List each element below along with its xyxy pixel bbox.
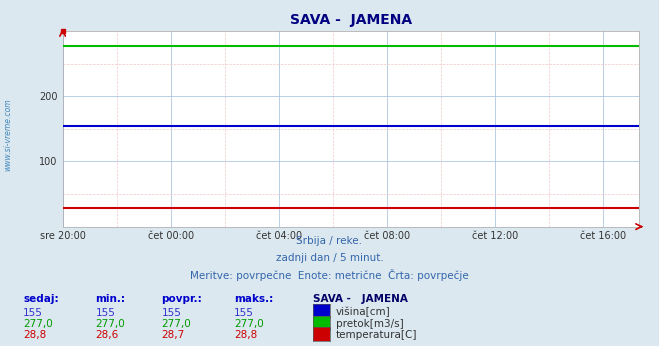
Text: min.:: min.: [96, 294, 126, 304]
Text: SAVA -   JAMENA: SAVA - JAMENA [313, 294, 408, 304]
Text: zadnji dan / 5 minut.: zadnji dan / 5 minut. [275, 253, 384, 263]
Text: 28,8: 28,8 [23, 330, 46, 340]
Text: 277,0: 277,0 [161, 319, 191, 329]
Text: 277,0: 277,0 [23, 319, 53, 329]
Text: višina[cm]: višina[cm] [336, 307, 391, 318]
Text: 28,8: 28,8 [234, 330, 257, 340]
Text: pretok[m3/s]: pretok[m3/s] [336, 319, 404, 329]
Text: 155: 155 [234, 308, 254, 318]
Text: 277,0: 277,0 [234, 319, 264, 329]
Title: SAVA -  JAMENA: SAVA - JAMENA [290, 13, 412, 27]
Text: temperatura[C]: temperatura[C] [336, 330, 418, 340]
Text: sedaj:: sedaj: [23, 294, 59, 304]
Text: 155: 155 [161, 308, 181, 318]
Text: povpr.:: povpr.: [161, 294, 202, 304]
Text: maks.:: maks.: [234, 294, 273, 304]
Text: 28,6: 28,6 [96, 330, 119, 340]
Text: www.si-vreme.com: www.si-vreme.com [3, 99, 13, 171]
Text: 28,7: 28,7 [161, 330, 185, 340]
Text: Meritve: povrpečne  Enote: metrične  Črta: povrpečje: Meritve: povrpečne Enote: metrične Črta:… [190, 268, 469, 281]
Text: 277,0: 277,0 [96, 319, 125, 329]
Text: 155: 155 [96, 308, 115, 318]
Text: 155: 155 [23, 308, 43, 318]
Text: Srbija / reke.: Srbija / reke. [297, 236, 362, 246]
